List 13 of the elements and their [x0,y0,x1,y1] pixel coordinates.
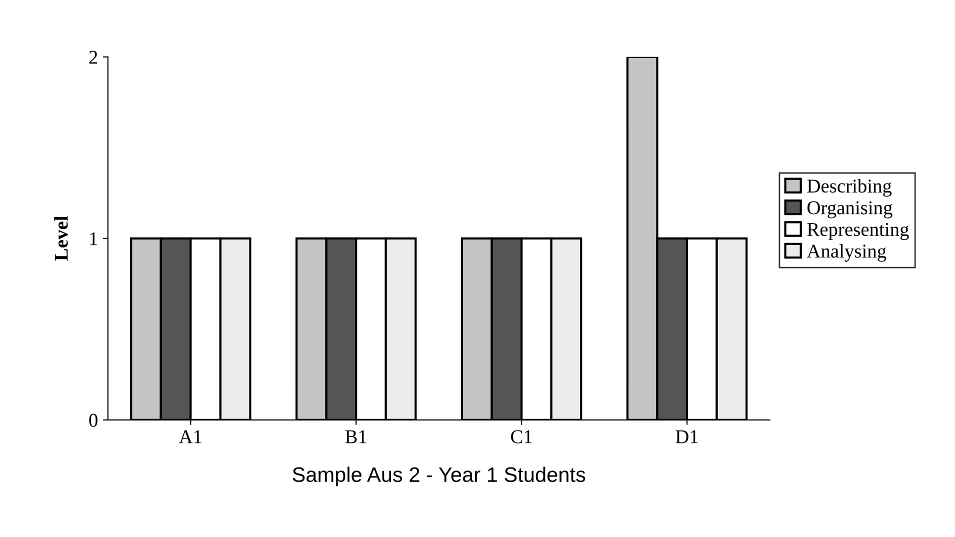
legend-label: Organising [807,201,892,218]
legend-label: Describing [807,178,892,197]
y-tick-label: 2 [89,50,98,64]
y-tick-label: 0 [89,414,98,427]
x-tick-label: A1 [178,430,202,444]
x-tick-label: B1 [345,430,366,444]
y-tick-label: 1 [90,232,98,246]
x-tick-label: D1 [676,430,698,444]
legend-label: Representing [807,222,909,240]
y-axis-title: Level [54,216,68,261]
x-tick-label: C1 [511,430,532,444]
legend-label: Analysing [806,244,886,262]
x-axis-title: Sample Aus 2 - Year 1 Students [292,466,586,486]
